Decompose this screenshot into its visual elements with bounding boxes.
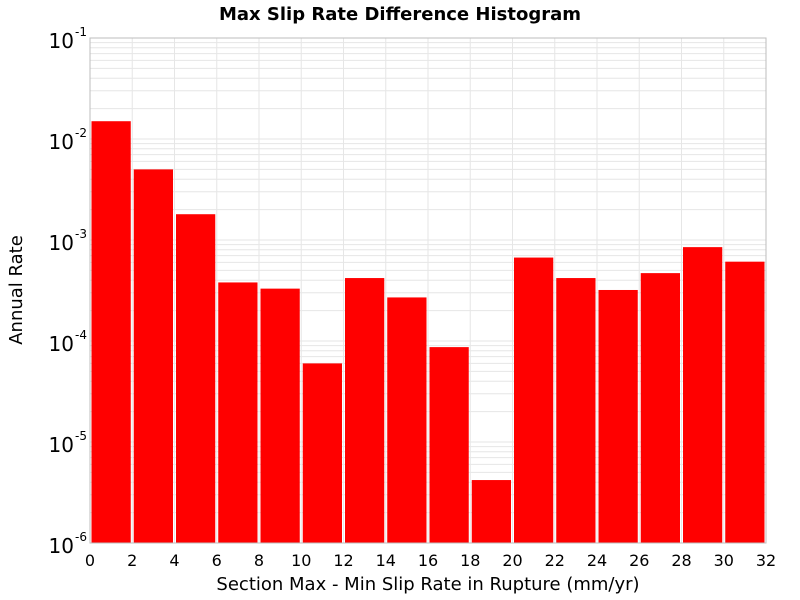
x-tick-label: 22 (545, 551, 565, 570)
x-tick-label: 0 (85, 551, 95, 570)
y-tick-label: 10 -5 (49, 429, 87, 457)
histogram-bar-2 (176, 214, 216, 544)
y-axis-label: Annual Rate (6, 235, 27, 345)
y-tick-label: 10 -1 (49, 25, 87, 53)
y-tick-base: 10 (49, 130, 74, 154)
bars (91, 121, 765, 544)
y-tick-label: 10 -3 (49, 227, 87, 255)
histogram-bar-5 (302, 363, 342, 543)
histogram-bar-13 (640, 273, 680, 543)
histogram-bar-1 (133, 169, 173, 543)
x-tick-label: 4 (169, 551, 179, 570)
x-axis-label: Section Max - Min Slip Rate in Rupture (… (216, 574, 639, 595)
y-tick-label: 10 -4 (49, 328, 87, 356)
histogram-bar-4 (260, 288, 300, 543)
y-tick-base: 10 (49, 433, 74, 457)
histogram-bar-9 (471, 480, 511, 543)
x-tick-label: 32 (756, 551, 776, 570)
x-tick-label: 26 (629, 551, 649, 570)
x-tick-label: 2 (127, 551, 137, 570)
y-tick-exponent: -5 (75, 429, 87, 443)
x-tick-label: 24 (587, 551, 607, 570)
x-tick-label: 20 (502, 551, 522, 570)
histogram-bar-10 (514, 257, 554, 543)
histogram-bar-11 (556, 278, 596, 543)
histogram-bar-14 (683, 247, 723, 543)
x-tick-label: 18 (460, 551, 480, 570)
histogram-bar-0 (91, 121, 131, 543)
y-tick-base: 10 (49, 231, 74, 255)
x-tick-label: 12 (333, 551, 353, 570)
histogram-bar-12 (598, 289, 638, 543)
chart-title: Max Slip Rate Difference Histogram (219, 4, 581, 25)
plot-frame (89, 37, 767, 544)
histogram-bar-15 (725, 261, 765, 543)
y-tick-label: 10 -6 (49, 530, 87, 558)
x-tick-labels: 0 2 4 6 8 10 12 14 16 18 20 22 24 26 28 30 32 (85, 551, 776, 570)
y-tick-labels: 10-110-210-310-410-510-6 (49, 25, 87, 558)
y-tick-exponent: -2 (75, 126, 87, 140)
y-tick-base: 10 (49, 332, 74, 356)
x-tick-label: 14 (376, 551, 396, 570)
x-tick-label: 16 (418, 551, 438, 570)
x-tick-label: 10 (291, 551, 311, 570)
x-tick-label: 8 (254, 551, 264, 570)
y-tick-exponent: -6 (75, 530, 87, 544)
x-tick-label: 30 (714, 551, 734, 570)
y-tick-exponent: -4 (75, 328, 87, 342)
y-tick-base: 10 (49, 534, 74, 558)
y-tick-exponent: -1 (75, 25, 87, 39)
histogram-bar-8 (429, 347, 469, 543)
y-tick-exponent: -3 (75, 227, 87, 241)
histogram-bar-6 (345, 278, 385, 543)
y-tick-label: 10 -2 (49, 126, 87, 154)
y-tick-base: 10 (49, 29, 74, 53)
x-tick-label: 28 (671, 551, 691, 570)
x-tick-label: 6 (212, 551, 222, 570)
histogram-bar-7 (387, 297, 427, 543)
histogram-bar-3 (218, 282, 258, 543)
